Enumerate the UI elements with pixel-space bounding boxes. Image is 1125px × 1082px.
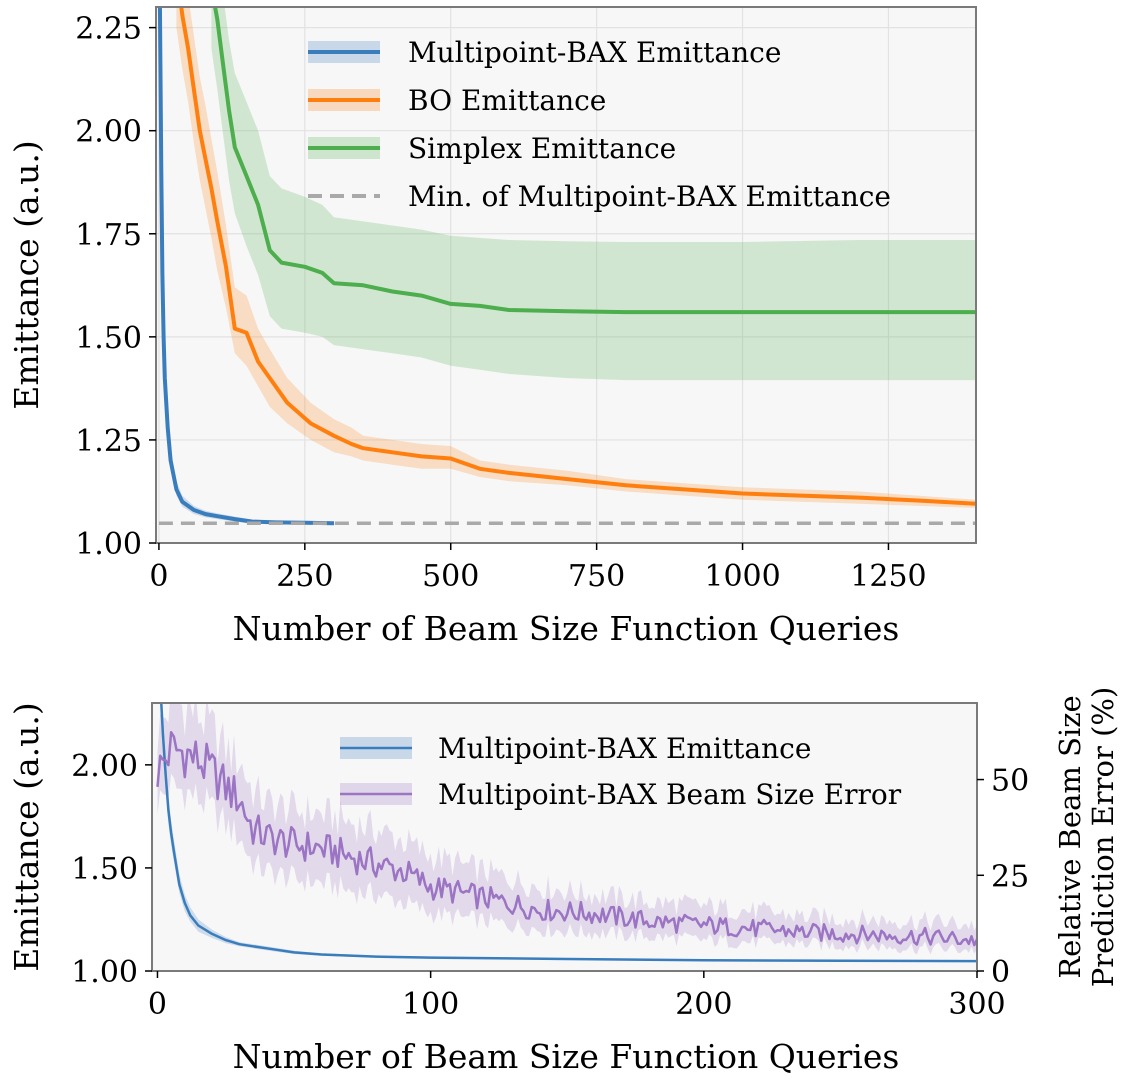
ticks-1: 0 250 500 750 1000 1250 1.00 1.25 1.50 1.75 2.00 2.… bbox=[75, 12, 926, 594]
plot-area-1 bbox=[156, 7, 976, 543]
y-axis-label-right-line1: Relative Beam Size bbox=[1053, 695, 1087, 978]
line-simplex-emittance bbox=[213, 7, 976, 315]
y-tick-label-3: 1.75 bbox=[75, 218, 142, 253]
y-tick-label-2: 1.50 bbox=[75, 321, 142, 356]
uncertainty-bands-2 bbox=[157, 703, 977, 962]
x-tick-label-4: 1000 bbox=[704, 559, 780, 594]
series-lines-2 bbox=[156, 703, 977, 963]
x-axis-label-1: Number of Beam Size Function Queries bbox=[233, 609, 900, 648]
ticks-2: 0 100 200 300 1.00 1.50 2.00 0 25 50 bbox=[71, 749, 1029, 1022]
legend-label-simplex: Simplex Emittance bbox=[408, 132, 676, 165]
line-multipoint-bax-beam-size-error bbox=[156, 731, 977, 947]
y-right-tick-label-1: 25 bbox=[991, 859, 1029, 894]
legend-label-error: Multipoint-BAX Beam Size Error bbox=[438, 778, 902, 811]
y-tick-label-0: 1.00 bbox=[71, 955, 138, 990]
legend-label-bax: Multipoint-BAX Emittance bbox=[408, 36, 781, 69]
x-tick-label-5: 1250 bbox=[850, 559, 926, 594]
x-tick-label-2: 200 bbox=[675, 987, 732, 1022]
legend-label-min: Min. of Multipoint-BAX Emittance bbox=[408, 180, 891, 213]
plot-frame-1 bbox=[155, 6, 977, 544]
y-right-tick-label-0: 0 bbox=[991, 955, 1010, 990]
y-tick-label-2: 2.00 bbox=[71, 749, 138, 784]
x-tick-label-0: 0 bbox=[148, 987, 167, 1022]
y-axis-label-right-line2: Prediction Error (%) bbox=[1086, 687, 1120, 988]
uncertainty-bands-1 bbox=[159, 7, 976, 525]
grid-1 bbox=[156, 7, 976, 544]
legend-1: Multipoint-BAX Emittance BO Emittance Si… bbox=[308, 36, 891, 213]
legend-2: Multipoint-BAX Emittance Multipoint-BAX … bbox=[340, 732, 902, 811]
y-axis-label-2: Emittance (a.u.) bbox=[7, 702, 46, 972]
y-tick-label-4: 2.00 bbox=[75, 115, 142, 150]
y-tick-label-1: 1.25 bbox=[75, 424, 142, 459]
y-axis-label-1: Emittance (a.u.) bbox=[7, 140, 46, 410]
legend-label-bax-2: Multipoint-BAX Emittance bbox=[438, 732, 811, 765]
x-tick-label-3: 750 bbox=[568, 559, 625, 594]
emittance-comparison-chart: 0 250 500 750 1000 1250 1.00 1.25 1.50 1.75 2.00 2.… bbox=[7, 6, 977, 648]
legend-label-bo: BO Emittance bbox=[408, 84, 606, 117]
band-simplex-emittance bbox=[211, 7, 976, 381]
y-tick-label-0: 1.00 bbox=[75, 527, 142, 562]
y-tick-label-1: 1.50 bbox=[71, 852, 138, 887]
series-lines-1 bbox=[157, 7, 976, 526]
y-right-tick-label-2: 50 bbox=[991, 764, 1029, 799]
plot-frame-2 bbox=[151, 702, 978, 972]
emittance-error-chart: 0 100 200 300 1.00 1.50 2.00 0 25 50 Number of Be… bbox=[7, 687, 1120, 1076]
x-tick-label-0: 0 bbox=[149, 559, 168, 594]
band-multipoint-bax-beam-size-error bbox=[157, 703, 977, 955]
x-tick-label-1: 100 bbox=[402, 987, 459, 1022]
line-bo-emittance bbox=[179, 7, 976, 506]
x-tick-label-1: 250 bbox=[276, 559, 333, 594]
x-tick-label-2: 500 bbox=[422, 559, 479, 594]
y-tick-label-5: 2.25 bbox=[75, 12, 142, 47]
x-axis-label-2: Number of Beam Size Function Queries bbox=[233, 1037, 900, 1076]
line-multipoint-bax-emittance bbox=[160, 703, 977, 963]
x-tick-label-3: 300 bbox=[948, 987, 1005, 1022]
